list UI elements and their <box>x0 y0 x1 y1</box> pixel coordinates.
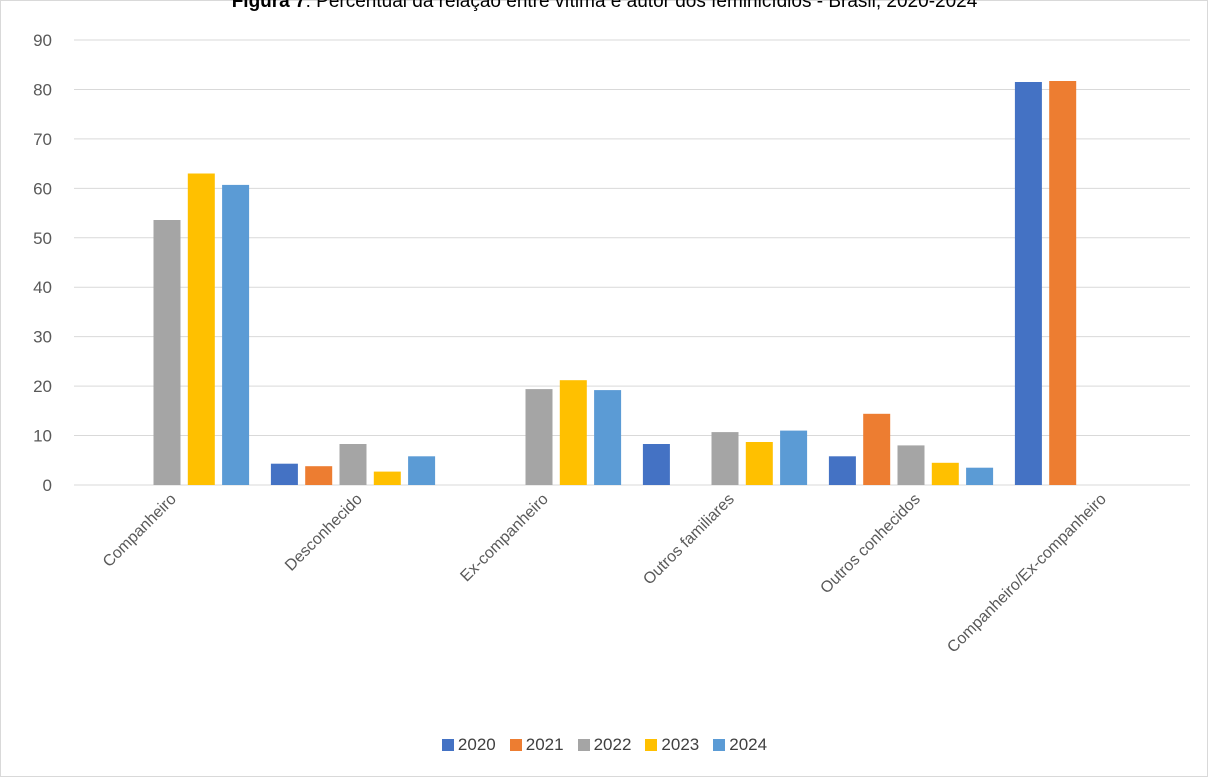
x-tick-label: Companheiro <box>100 491 180 571</box>
bar <box>897 445 925 485</box>
chart-title: Figura 7: Percentual da relação entre ví… <box>0 0 1209 11</box>
y-tick-label: 20 <box>33 377 52 396</box>
legend-item: 2023 <box>645 735 699 755</box>
legend-item: 2020 <box>441 735 496 755</box>
bar <box>187 173 215 485</box>
x-tick-label: Companheiro/Ex-companheiro <box>944 491 1110 657</box>
x-tick-label: Outros familiares <box>640 491 738 589</box>
bar <box>931 462 959 486</box>
y-tick-label: 50 <box>33 229 52 248</box>
legend-swatch <box>645 739 658 751</box>
y-tick-label: 70 <box>33 130 52 149</box>
bar <box>1049 81 1077 485</box>
bar <box>966 467 994 485</box>
bar <box>1014 82 1042 485</box>
bar <box>525 389 553 485</box>
x-tick-label: Outros conhecidos <box>817 491 923 597</box>
bar <box>780 430 808 485</box>
chart-title-text: : Percentual da relação entre vítima e a… <box>305 0 978 12</box>
y-tick-label: 10 <box>33 427 52 446</box>
bar <box>559 380 587 485</box>
y-tick-label: 80 <box>33 80 52 99</box>
legend-label: 2023 <box>661 735 700 754</box>
legend-label: 2022 <box>593 735 632 754</box>
legend-item: 2021 <box>509 735 564 755</box>
bar <box>828 456 856 485</box>
bar <box>270 463 298 485</box>
legend-label: 2021 <box>525 735 564 754</box>
legend-swatch <box>713 739 726 751</box>
x-tick-label: Ex-companheiro <box>457 491 551 585</box>
y-tick-label: 60 <box>33 179 52 198</box>
chart-legend: 2020 2021 2022 2023 2024 <box>0 735 1209 755</box>
legend-item: 2024 <box>713 735 767 755</box>
y-tick-label: 40 <box>33 278 52 297</box>
legend-swatch <box>509 739 522 751</box>
bar-chart: 0 10 20 30 40 50 60 70 80 90 Companheiro Desconheci… <box>33 31 1190 657</box>
legend-swatch <box>441 739 454 751</box>
bar <box>745 442 773 485</box>
bar <box>339 444 367 485</box>
y-tick-label: 0 <box>43 476 52 495</box>
bar <box>373 471 401 485</box>
legend-label: 2020 <box>457 735 496 754</box>
bar <box>642 444 670 485</box>
x-tick-label: Desconhecido <box>282 491 366 575</box>
bar <box>408 456 436 485</box>
bar <box>711 432 739 485</box>
legend-item: 2022 <box>577 735 632 755</box>
legend-label: 2024 <box>729 735 768 754</box>
bar <box>153 220 181 485</box>
bar <box>305 466 333 485</box>
bar <box>863 413 891 485</box>
chart-title-bold: Figura 7 <box>231 0 306 12</box>
y-tick-label: 90 <box>33 31 52 50</box>
bar <box>222 184 250 485</box>
y-tick-label: 30 <box>33 328 52 347</box>
bar <box>594 390 622 485</box>
legend-swatch <box>577 739 590 751</box>
